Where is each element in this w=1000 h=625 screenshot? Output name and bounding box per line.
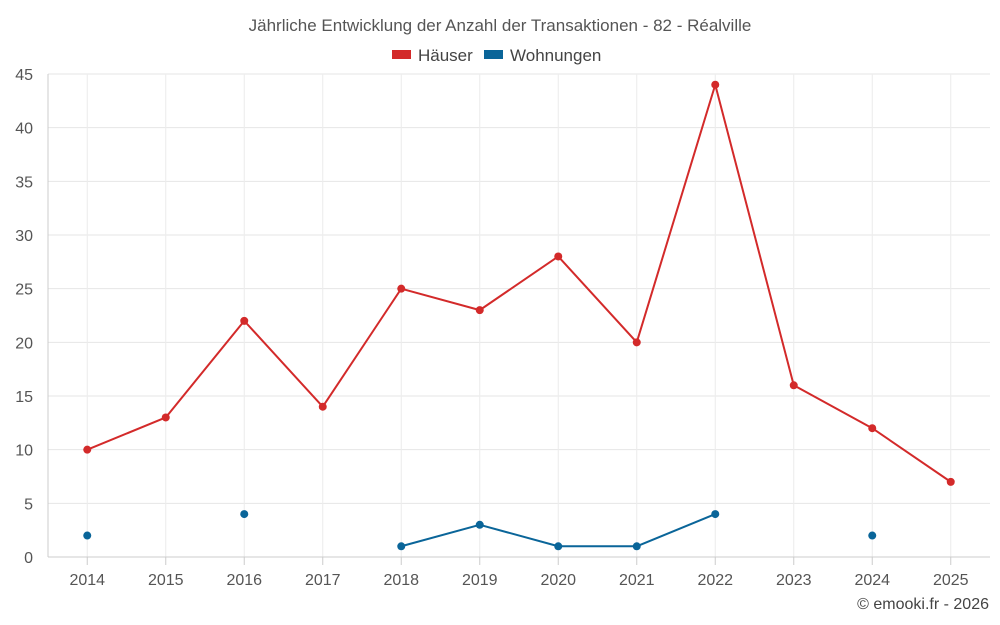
series-line-segment-wohnungen [635, 513, 717, 548]
x-tick-label: 2025 [933, 572, 969, 589]
legend-label-wohnungen[interactable]: Wohnungen [510, 46, 601, 65]
x-tick-label: 2021 [619, 572, 655, 589]
data-point-wohnungen-2018[interactable] [397, 542, 406, 551]
x-tick-label: 2022 [697, 572, 733, 589]
series-line-segment-haeuser [164, 319, 246, 419]
series-line-segment-haeuser [792, 384, 874, 430]
series-line-segment-haeuser [871, 427, 952, 483]
legend-label-haeuser[interactable]: Häuser [418, 46, 473, 65]
y-tick-label: 35 [15, 174, 33, 191]
x-tick-label: 2016 [226, 572, 262, 589]
x-tick-label: 2020 [540, 572, 576, 589]
x-tick-label: 2019 [462, 572, 498, 589]
data-point-wohnungen-2020[interactable] [554, 542, 563, 551]
data-point-haeuser-2019[interactable] [475, 306, 484, 315]
y-tick-label: 20 [15, 335, 33, 352]
series-line-segment-haeuser [321, 287, 403, 408]
series-line-segment-haeuser [635, 83, 717, 344]
y-tick-label: 5 [24, 496, 33, 513]
data-point-haeuser-2022[interactable] [711, 80, 720, 89]
data-point-haeuser-2021[interactable] [632, 338, 641, 347]
y-tick-label: 15 [15, 389, 33, 406]
series-line-segment-wohnungen [400, 523, 481, 548]
legend-swatch-haeuser [392, 50, 411, 59]
chart-title: Jährliche Entwicklung der Anzahl der Tra… [249, 16, 752, 35]
data-point-haeuser-2025[interactable] [946, 477, 955, 486]
y-tick-label: 25 [15, 282, 33, 299]
y-tick-label: 40 [15, 121, 33, 138]
data-point-haeuser-2014[interactable] [83, 445, 92, 454]
legend: Häuser Wohnungen [392, 46, 601, 65]
series-line-segment-haeuser [86, 416, 167, 451]
data-point-haeuser-2015[interactable] [161, 413, 170, 422]
data-point-haeuser-2023[interactable] [789, 381, 798, 390]
series-layer [83, 80, 955, 551]
data-point-wohnungen-2019[interactable] [475, 520, 484, 529]
x-tick-label: 2023 [776, 572, 812, 589]
data-point-wohnungen-2014[interactable] [83, 531, 92, 540]
series-line-segment-wohnungen [478, 523, 560, 548]
x-tick-label: 2015 [148, 572, 184, 589]
grid [48, 73, 990, 557]
series-line-segment-haeuser [400, 287, 481, 312]
data-point-wohnungen-2024[interactable] [868, 531, 877, 540]
x-tick-label: 2014 [69, 572, 105, 589]
x-tick-label: 2024 [854, 572, 890, 589]
data-point-haeuser-2017[interactable] [318, 402, 327, 411]
data-point-haeuser-2018[interactable] [397, 284, 406, 293]
data-point-wohnungen-2016[interactable] [240, 510, 249, 519]
data-point-wohnungen-2022[interactable] [711, 510, 720, 519]
series-line-segment-haeuser [243, 319, 324, 408]
legend-swatch-wohnungen [484, 50, 503, 59]
x-tick-label: 2017 [305, 572, 341, 589]
x-tick-label: 2018 [383, 572, 419, 589]
data-point-haeuser-2016[interactable] [240, 316, 249, 325]
credit-text: © emooki.fr - 2026 [857, 596, 989, 613]
data-point-wohnungen-2021[interactable] [632, 542, 641, 551]
y-tick-label: 0 [24, 550, 33, 567]
y-tick-label: 10 [15, 443, 33, 460]
y-tick-label: 45 [15, 67, 33, 84]
series-line-segment-haeuser [714, 83, 795, 387]
data-point-haeuser-2020[interactable] [554, 252, 563, 261]
data-point-haeuser-2024[interactable] [868, 424, 877, 433]
y-tick-label: 30 [15, 228, 33, 245]
series-line-segment-haeuser [557, 255, 638, 344]
series-line-segment-haeuser [478, 255, 560, 312]
